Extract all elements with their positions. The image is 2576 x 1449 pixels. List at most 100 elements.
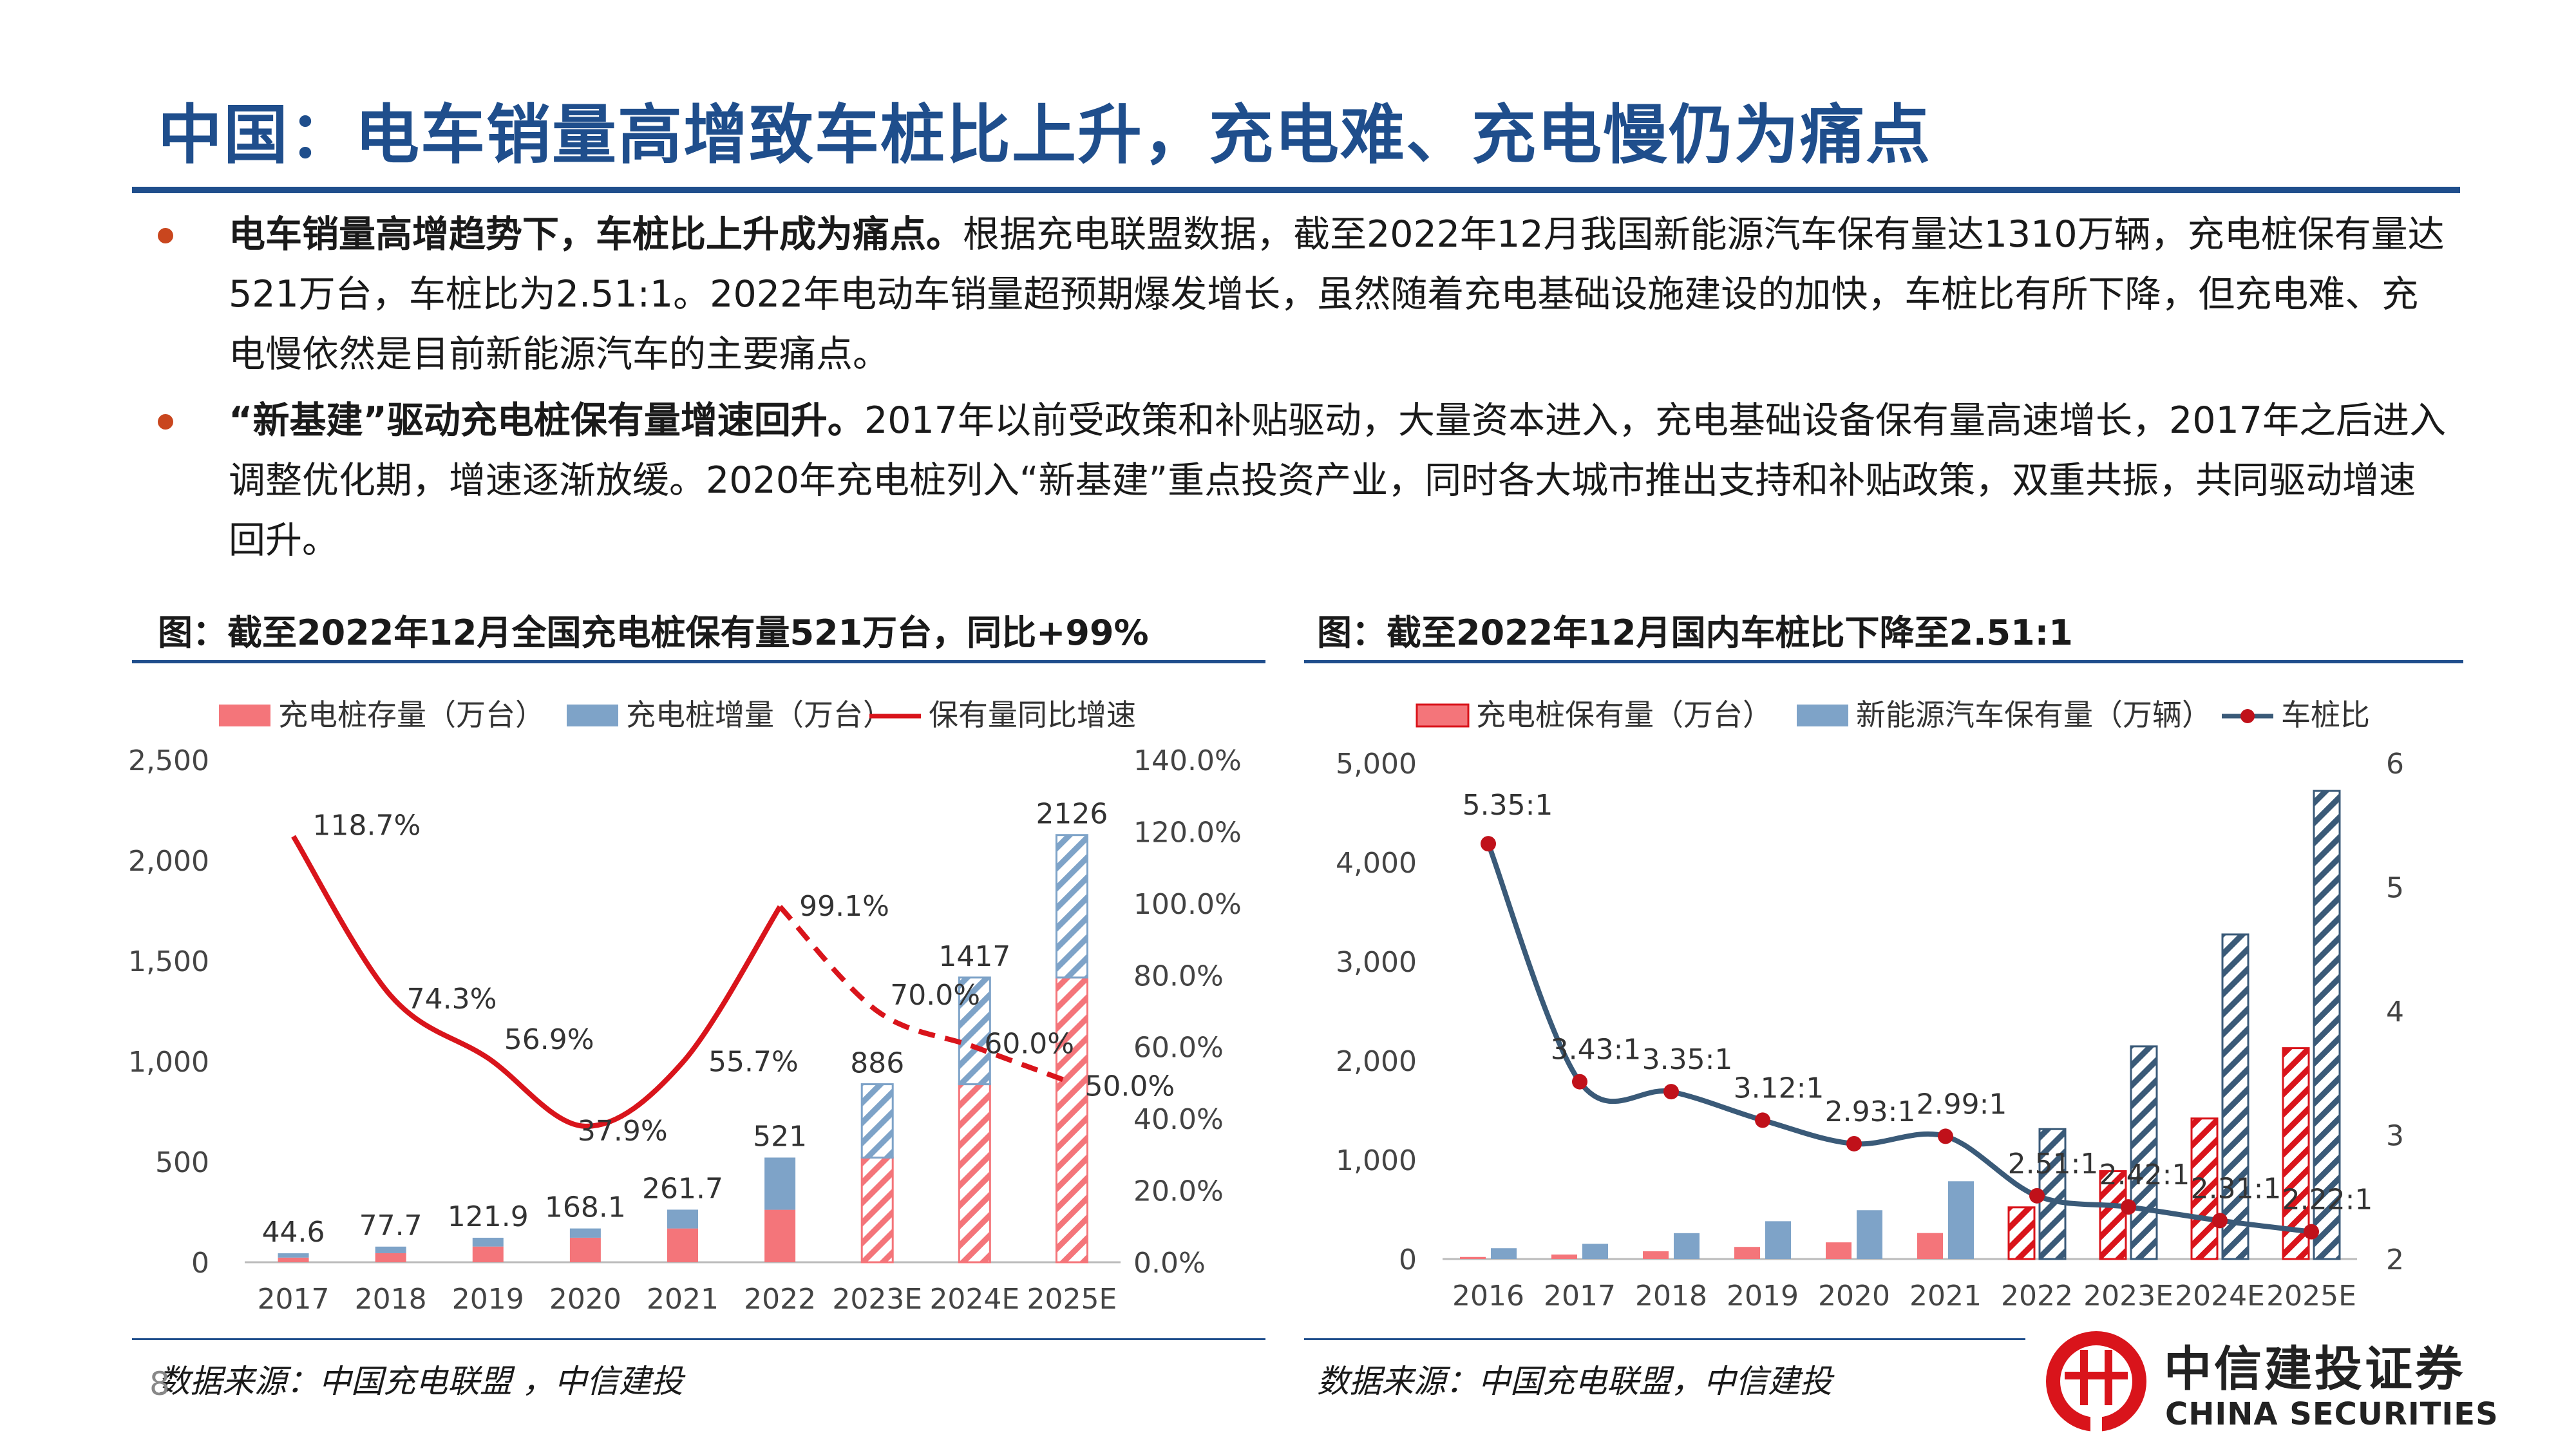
bar-increment	[375, 1246, 406, 1253]
x-tick-label: 2017	[1544, 1280, 1616, 1312]
right-chart-divider	[1304, 660, 2463, 663]
line-data-label: 3.43:1	[1551, 1034, 1642, 1066]
bar-total-label: 886	[850, 1047, 904, 1080]
line-point	[1755, 1112, 1770, 1128]
line-data-label: 2.93:1	[1825, 1095, 1916, 1128]
y-right-tick-label: 120.0%	[1133, 816, 1242, 849]
bar-ev-stock	[1857, 1210, 1882, 1259]
y-left-tick-label: 0	[1399, 1244, 1417, 1276]
line-point	[2029, 1188, 2045, 1204]
line-point	[1663, 1084, 1679, 1100]
right-data-source: 数据来源：中国充电联盟，中信建投	[1317, 1363, 1832, 1400]
bar-stock	[569, 1237, 601, 1262]
x-tick-label: 2021	[647, 1283, 719, 1316]
legend-label: 新能源汽车保有量（万辆）	[1856, 697, 2211, 732]
legend-label: 充电桩存量（万台）	[278, 697, 545, 732]
line-data-label: 2.22:1	[2282, 1184, 2373, 1217]
x-tick-label: 2021	[1909, 1280, 1982, 1312]
citic-logo-icon	[2046, 1331, 2146, 1432]
series-line-ratio	[1486, 842, 2312, 1235]
bar-charger-stock	[1734, 1247, 1760, 1259]
line-data-label: 74.3%	[407, 983, 497, 1016]
bar-stock	[472, 1246, 504, 1262]
bullet-dot-icon	[158, 414, 173, 430]
line-data-label: 3.35:1	[1642, 1043, 1733, 1076]
y-right-tick-label: 3	[2386, 1120, 2404, 1153]
bullet-item: “新基建”驱动充电桩保有量增速回升。2017年以前受政策和补贴驱动，大量资本进入…	[158, 391, 2450, 571]
legend-swatch	[567, 705, 618, 726]
bar-charger-stock	[2190, 1117, 2219, 1260]
y-right-tick-label: 4	[2386, 996, 2404, 1028]
series-line-growth	[291, 835, 782, 1129]
x-tick-label: 2018	[355, 1283, 427, 1316]
x-tick-label: 2024E	[2175, 1280, 2265, 1312]
x-tick-label: 2020	[1818, 1280, 1890, 1312]
y-right-tick-label: 2	[2386, 1244, 2404, 1276]
bar-increment	[958, 976, 991, 1086]
logo-en-text: CHINA SECURITIES	[2165, 1396, 2499, 1432]
y-right-tick-label: 100.0%	[1133, 888, 1242, 921]
bar-stock	[375, 1253, 406, 1262]
line-point	[1846, 1135, 1862, 1151]
bullet-dot-icon	[158, 228, 173, 243]
bar-total-label: 44.6	[262, 1216, 325, 1249]
bar-charger-stock	[1826, 1242, 1852, 1259]
line-point	[1938, 1128, 1953, 1144]
y-left-tick-label: 2,500	[129, 744, 209, 777]
bar-increment	[278, 1253, 309, 1258]
legend-marker	[2240, 709, 2255, 723]
line-data-label: 3.12:1	[1734, 1072, 1824, 1104]
y-right-tick-label: 140.0%	[1133, 744, 1242, 777]
bar-charger-stock	[1551, 1255, 1577, 1259]
x-tick-label: 2020	[549, 1283, 621, 1316]
bar-charger-stock	[2099, 1170, 2127, 1260]
bar-increment	[667, 1209, 698, 1229]
line-point	[1572, 1074, 1587, 1090]
y-right-tick-label: 0.0%	[1133, 1247, 1206, 1280]
bar-increment	[1055, 834, 1088, 979]
bar-ev-stock	[2130, 1045, 2158, 1260]
right-chart: 充电桩保有量（万台） 新能源汽车保有量（万辆） 车桩比 0 1,000 2,000 3,00…	[1336, 697, 2404, 1312]
bar-increment	[764, 1157, 796, 1210]
bullet-text: 根据充电联盟数据，截至2022年12月我国新能源汽车保有量达1310万辆，充电桩…	[229, 213, 2445, 375]
bar-ev-stock	[1582, 1244, 1608, 1259]
x-tick-label: 2018	[1635, 1280, 1707, 1312]
bar-ev-stock	[1491, 1248, 1517, 1259]
left-source-divider	[132, 1338, 1265, 1340]
bullet-item: 电车销量高增趋势下，车桩比上升成为痛点。根据充电联盟数据，截至2022年12月我…	[158, 205, 2450, 384]
bullet-list: 电车销量高增趋势下，车桩比上升成为痛点。根据充电联盟数据，截至2022年12月我…	[158, 205, 2450, 577]
bar-stock	[958, 1083, 991, 1264]
legend-label: 车桩比	[2281, 697, 2370, 732]
x-tick-label: 2024E	[929, 1283, 1019, 1316]
company-logo: 中信建投证券 CHINA SECURITIES	[2041, 1327, 2498, 1443]
bar-ev-stock	[1674, 1233, 1700, 1259]
bar-charger-stock	[2007, 1206, 2036, 1260]
left-chart-divider	[132, 660, 1265, 663]
bar-increment	[860, 1083, 894, 1159]
line-data-label: 37.9%	[578, 1115, 668, 1148]
legend-swatch	[219, 705, 270, 726]
x-tick-label: 2022	[2001, 1280, 2073, 1312]
line-data-label: 70.0%	[890, 979, 980, 1012]
y-left-tick-label: 4,000	[1336, 847, 1417, 880]
legend-label: 保有量同比增速	[929, 697, 1136, 732]
bar-total-label: 77.7	[359, 1209, 422, 1242]
bar-ev-stock	[1948, 1181, 1974, 1259]
bar-total-label: 121.9	[448, 1200, 529, 1233]
bar-stock	[860, 1156, 894, 1264]
bar-charger-stock	[1917, 1233, 1943, 1259]
page-number: 8	[149, 1365, 170, 1403]
bullet-heading: “新基建”驱动充电桩保有量增速回升。	[229, 399, 864, 442]
x-tick-label: 2019	[452, 1283, 524, 1316]
series-line-growth-forecast	[778, 905, 1073, 1086]
bar-total-label: 168.1	[545, 1191, 626, 1224]
legend-label: 充电桩保有量（万台）	[1476, 697, 1772, 732]
y-left-tick-label: 1,000	[1336, 1144, 1417, 1177]
x-tick-label: 2023E	[832, 1283, 922, 1316]
line-data-label: 5.35:1	[1463, 789, 1553, 822]
bar-total-label: 1417	[938, 940, 1010, 973]
line-point	[2212, 1213, 2228, 1229]
bar-stock	[667, 1228, 698, 1262]
line-data-label: 118.7%	[313, 810, 421, 842]
y-left-tick-label: 1,000	[129, 1046, 209, 1079]
